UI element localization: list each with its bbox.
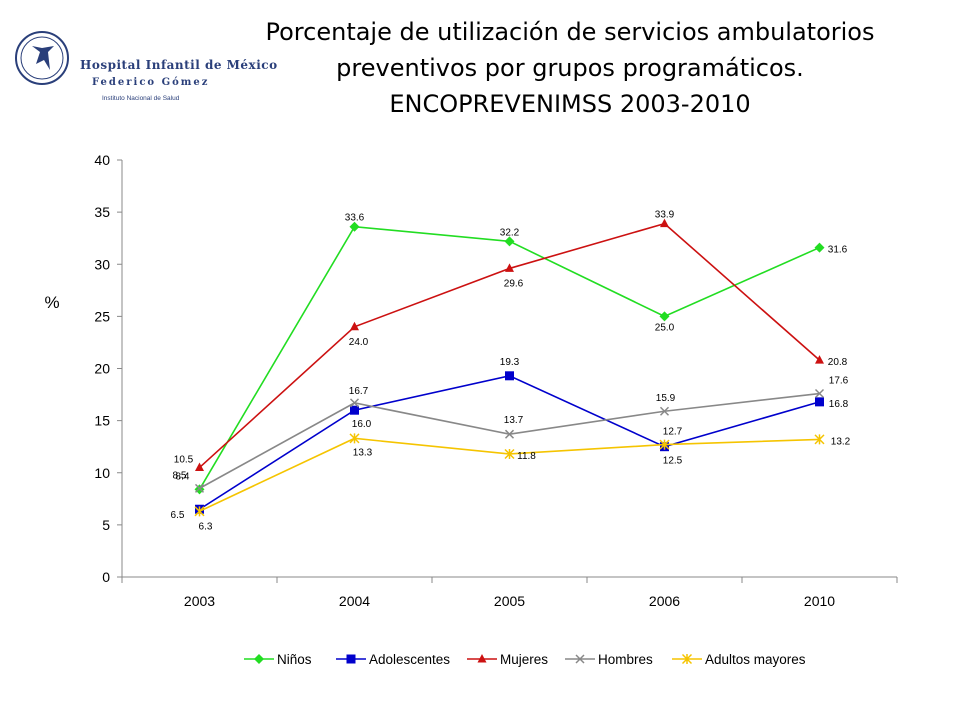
logo-subtitle: Federico Gómez (92, 77, 210, 88)
data-point (195, 462, 204, 472)
data-label: 6.5 (171, 510, 185, 521)
data-label: 24.0 (349, 337, 369, 348)
data-label: 33.9 (655, 210, 675, 221)
x-tick-label: 2006 (649, 593, 680, 609)
logo-name: Hospital Infantil de México (80, 58, 278, 72)
y-tick-label: 25 (94, 308, 110, 324)
title-line-1: Porcentaje de utilización de servicios a… (265, 18, 875, 46)
data-point (194, 506, 205, 517)
data-point (814, 388, 825, 399)
data-label: 15.9 (656, 393, 676, 404)
data-label: 10.5 (174, 455, 194, 466)
data-label: 13.7 (504, 415, 524, 426)
title-line-3: ENCOPREVENIMSS 2003-2010 (389, 90, 751, 118)
data-point (349, 433, 360, 444)
legend-label: Mujeres (500, 652, 548, 667)
hospital-seal-icon (15, 31, 69, 85)
x-tick-label: 2003 (184, 593, 215, 609)
data-label: 16.0 (352, 419, 372, 430)
data-label: 13.2 (831, 436, 851, 447)
hospital-logo: Hospital Infantil de México Federico Góm… (12, 22, 277, 102)
data-point (349, 398, 360, 408)
data-label: 19.3 (500, 357, 520, 368)
data-point (349, 221, 360, 232)
data-point (504, 448, 515, 460)
data-point (659, 406, 670, 416)
data-point (660, 218, 669, 228)
data-point (350, 405, 359, 415)
data-label: 11.8 (517, 451, 536, 462)
data-point (659, 439, 670, 450)
data-label: 17.6 (829, 376, 849, 387)
data-point (504, 236, 515, 247)
legend-label: Adultos mayores (705, 652, 806, 667)
data-label: 25.0 (655, 322, 675, 333)
legend-label: Niños (277, 652, 312, 667)
data-label: 33.6 (345, 213, 365, 224)
data-point (194, 483, 205, 493)
data-label: 6.3 (199, 521, 213, 532)
y-axis-label: % (44, 293, 59, 312)
data-label: 8.4 (176, 471, 190, 482)
data-label: 12.5 (663, 456, 683, 467)
chart-title: Porcentaje de utilización de servicios a… (232, 14, 908, 122)
y-tick-label: 30 (94, 256, 110, 272)
data-point (659, 311, 670, 322)
x-tick-label: 2010 (804, 593, 835, 609)
data-point (814, 434, 825, 445)
data-point (350, 321, 359, 331)
data-point (505, 263, 514, 272)
data-point (814, 242, 825, 253)
data-label: 13.3 (353, 447, 373, 458)
data-label: 12.7 (663, 427, 683, 438)
data-point (505, 371, 514, 381)
legend-marker (575, 654, 585, 664)
series-line-3 (199, 392, 820, 490)
legend-label: Hombres (598, 652, 653, 667)
legend-marker (254, 654, 264, 664)
data-label: 29.6 (504, 278, 524, 289)
y-tick-label: 5 (102, 517, 110, 533)
legend-label: Adolescentes (369, 652, 450, 667)
data-label: 31.6 (828, 245, 848, 256)
data-point (504, 429, 515, 439)
legend-marker (477, 654, 487, 663)
x-tick-label: 2004 (339, 593, 370, 609)
data-point (815, 355, 824, 364)
data-label: 20.8 (828, 357, 848, 368)
series-line-2 (198, 222, 821, 469)
data-label: 8.5 (173, 470, 187, 481)
legend-marker (681, 653, 693, 665)
data-label: 32.2 (500, 227, 520, 238)
data-label: 16.7 (349, 386, 369, 397)
logo-institute: Instituto Nacional de Salud (102, 95, 180, 102)
x-tick-label: 2005 (494, 593, 525, 609)
data-point (815, 397, 824, 407)
y-tick-label: 20 (94, 361, 110, 377)
y-tick-label: 35 (94, 204, 110, 220)
y-tick-label: 40 (94, 152, 110, 168)
data-label: 16.8 (829, 399, 849, 410)
y-tick-label: 15 (94, 413, 110, 429)
title-line-2: preventivos por grupos programáticos. (336, 54, 804, 82)
y-tick-label: 0 (102, 569, 110, 585)
legend-marker (346, 654, 356, 664)
y-tick-label: 10 (94, 465, 110, 481)
